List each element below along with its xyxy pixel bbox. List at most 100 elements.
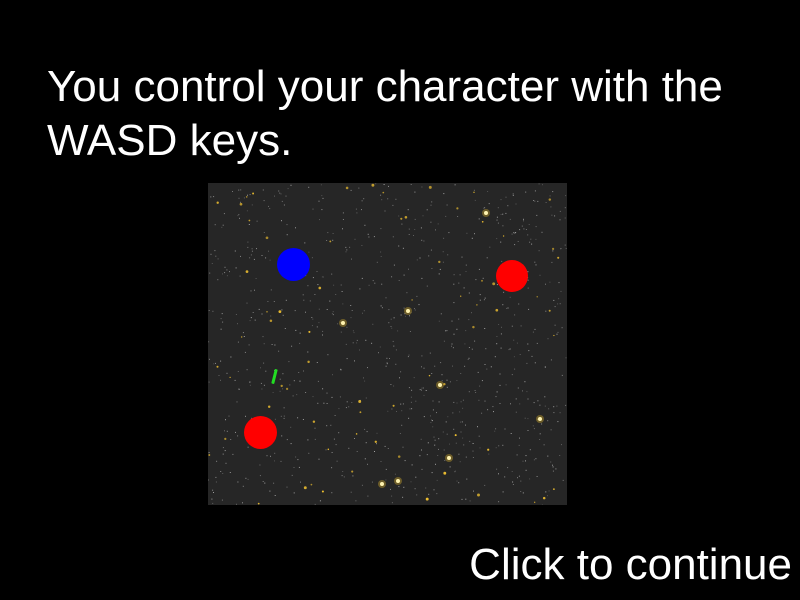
dust-speck [367,495,369,497]
dust-speck [226,275,228,277]
dust-speck [254,319,256,321]
dust-speck [525,191,527,193]
dust-speck [252,312,254,313]
dust-speck [416,295,418,297]
dust-speck [258,308,260,310]
dust-speck [419,389,421,391]
dust-speck [364,428,366,430]
dust-speck [318,308,320,310]
dust-speck [246,369,248,371]
dust-speck [474,340,476,342]
dust-speck [556,333,558,335]
dust-speck [293,467,295,468]
dust-speck [308,452,310,454]
dust-speck [435,229,436,231]
dust-speck [409,315,410,317]
dust-speck [387,198,389,200]
bright-star [538,417,542,421]
dust-speck [519,437,520,439]
dust-speck [512,194,514,196]
dust-speck [327,354,329,356]
dust-speck [551,261,553,263]
dust-speck [274,195,275,197]
dust-speck [322,334,323,336]
dust-speck [511,325,513,327]
dust-speck [509,218,511,220]
dust-speck [441,374,443,376]
dust-speck [250,290,252,292]
dust-speck [409,331,411,332]
star [280,384,283,388]
dust-speck [394,473,396,475]
dust-speck [351,310,353,311]
dust-speck [404,460,406,462]
dust-speck [500,199,502,201]
dust-speck [528,224,530,225]
dust-speck [399,433,401,434]
dust-speck [438,448,439,450]
dust-speck [384,210,386,212]
dust-speck [545,283,546,285]
dust-speck [559,210,561,212]
dust-speck [529,478,531,480]
dust-speck [327,232,329,234]
dust-speck [374,451,375,452]
dust-speck [350,305,352,306]
dust-speck [444,460,446,461]
dust-speck [514,244,516,246]
dust-speck [318,200,320,202]
dust-speck [539,274,541,276]
dust-speck [389,358,390,359]
dust-speck [317,380,319,382]
dust-speck [340,331,342,333]
dust-speck [364,380,366,382]
dust-speck [426,454,428,456]
continue-prompt[interactable]: Click to continue [469,540,792,589]
dust-speck [393,317,395,319]
dust-speck [247,241,249,243]
dust-speck [547,495,548,497]
dust-speck [500,333,502,335]
dust-speck [286,224,288,226]
dust-speck [522,492,524,494]
dust-speck [561,444,562,446]
dust-speck [453,333,455,335]
dust-speck [209,358,210,360]
dust-speck [527,398,529,400]
dust-speck [332,311,334,313]
dust-speck [345,246,347,248]
dust-speck [334,415,336,416]
dust-speck [265,370,267,372]
dust-speck [423,240,425,242]
dust-speck [340,369,342,371]
dust-speck [390,326,392,327]
dust-speck [516,342,518,344]
dust-speck [518,303,520,305]
dust-speck [521,225,523,227]
dust-speck [484,328,486,329]
star [371,183,375,187]
dust-speck [338,432,340,434]
dust-speck [332,374,333,376]
dust-speck [538,250,540,252]
dust-speck [220,360,222,362]
dust-speck [416,494,418,496]
dust-speck [527,418,529,420]
star [411,299,413,301]
dust-speck [290,426,292,428]
dust-speck [533,428,535,430]
dust-speck [446,204,448,206]
dust-speck [452,412,454,414]
dust-speck [431,373,433,374]
dust-speck [481,412,483,414]
dust-speck [398,280,400,281]
dust-speck [373,236,375,238]
dust-speck [469,440,471,442]
dust-speck [429,352,431,354]
dust-speck [558,298,560,300]
dust-speck [342,471,344,472]
dust-speck [319,219,320,221]
dust-speck [387,410,389,412]
dust-speck [400,403,402,405]
